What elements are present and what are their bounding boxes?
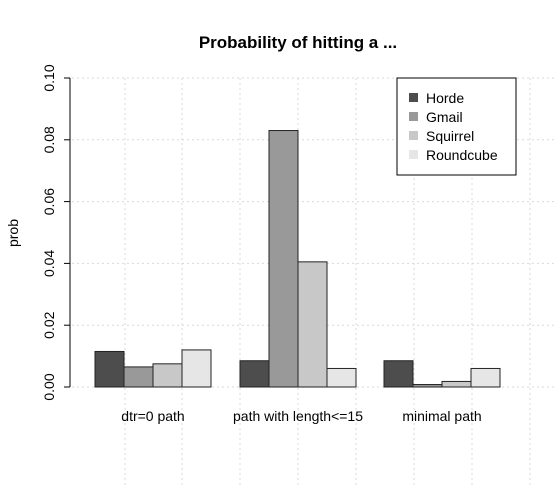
bar-gmail-1 — [268, 130, 299, 388]
bar-roundcube-2 — [470, 367, 501, 388]
y-tick-label: 0.00 — [41, 373, 57, 400]
y-axis: 0.00 0.02 0.04 0.06 0.08 0.10 — [41, 64, 71, 401]
bar-roundcube-1 — [326, 367, 357, 388]
x-axis-labels: dtr=0 path path with length<=15 minimal pa… — [121, 408, 481, 424]
y-tick-label: 0.06 — [41, 188, 57, 215]
y-tick-label: 0.02 — [41, 311, 57, 338]
x-tick-label: minimal path — [402, 408, 481, 424]
legend-swatch-gmail — [409, 112, 418, 121]
legend-label-gmail: Gmail — [426, 109, 463, 125]
y-axis-label: prob — [5, 219, 21, 247]
x-tick-label: path with length<=15 — [233, 408, 363, 424]
bar-horde-0 — [94, 350, 125, 388]
legend-swatch-roundcube — [409, 150, 418, 159]
bar-roundcube-0 — [181, 349, 212, 388]
bar-gmail-2 — [412, 384, 443, 388]
legend-label-squirrel: Squirrel — [426, 128, 474, 144]
legend-swatch-squirrel — [409, 131, 418, 140]
bars — [94, 130, 501, 388]
bar-squirrel-0 — [152, 363, 183, 388]
bar-squirrel-1 — [297, 261, 328, 388]
bar-horde-2 — [383, 360, 414, 388]
y-tick-label: 0.08 — [41, 126, 57, 153]
legend: Horde Gmail Squirrel Roundcube — [396, 77, 517, 176]
x-tick-label: dtr=0 path — [121, 408, 184, 424]
y-tick-label: 0.04 — [41, 250, 57, 277]
legend-swatch-horde — [409, 93, 418, 102]
legend-label-horde: Horde — [426, 90, 464, 106]
legend-label-roundcube: Roundcube — [426, 147, 498, 163]
bar-squirrel-2 — [441, 380, 472, 388]
y-tick-label: 0.10 — [41, 64, 57, 91]
bar-gmail-0 — [123, 366, 154, 388]
chart-title: Probability of hitting a ... — [199, 33, 397, 52]
bar-horde-1 — [239, 360, 270, 388]
